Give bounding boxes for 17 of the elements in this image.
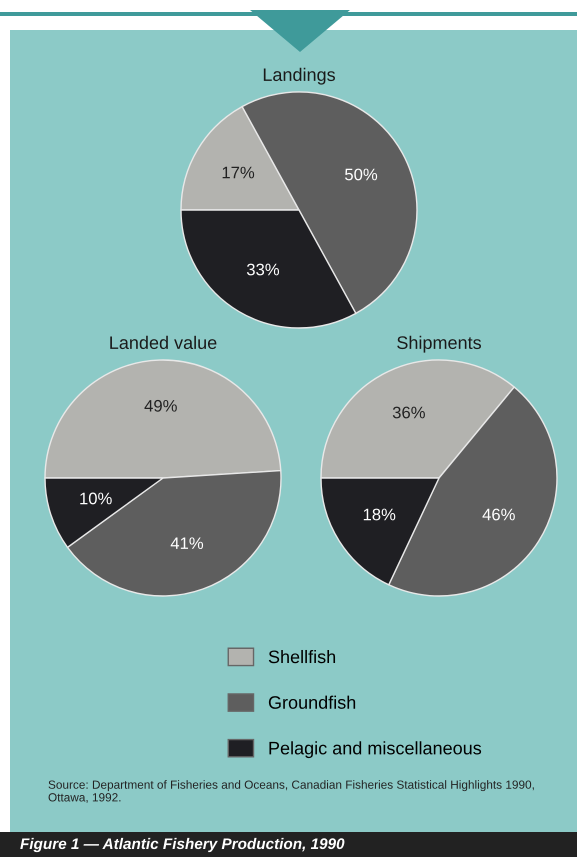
data-label: 17% xyxy=(222,166,254,178)
data-label: 18% xyxy=(364,508,396,520)
data-label: 49% xyxy=(144,400,177,412)
chart-title: Landings xyxy=(264,68,335,85)
legend-label: Pelagic and miscellaneous xyxy=(269,741,482,758)
data-label: 50% xyxy=(345,168,378,180)
data-label: 10% xyxy=(80,492,112,504)
legend-label: Groundfish xyxy=(268,696,356,709)
chart-title: Landed value xyxy=(110,336,216,350)
caption: Figure 1 — Atlantic Fishery Production, 1990 xyxy=(20,838,344,852)
data-label: 46% xyxy=(482,508,515,520)
legend-label: Shellfish xyxy=(268,650,336,664)
data-label: 36% xyxy=(392,406,425,418)
chart-title: Shipments xyxy=(397,336,482,353)
data-label: 41% xyxy=(170,537,204,550)
data-label: 33% xyxy=(246,264,280,276)
source-note: Source: Department of Fisheries and Oceans, Canadian Fisheries Statistical Highlights 1990, Ottawa, 1992. xyxy=(48,780,534,803)
